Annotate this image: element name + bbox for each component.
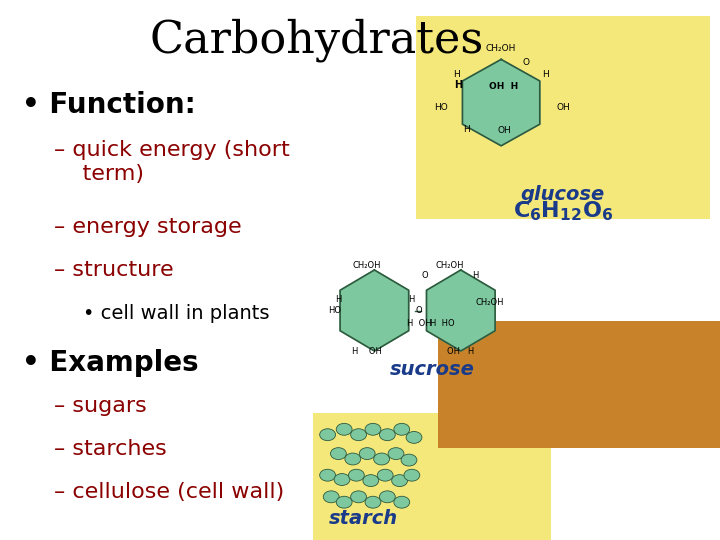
Circle shape — [345, 453, 361, 465]
Polygon shape — [426, 270, 495, 351]
Circle shape — [336, 496, 352, 508]
Text: OH   H: OH H — [447, 347, 474, 355]
Text: OH: OH — [497, 126, 511, 135]
Circle shape — [323, 491, 339, 503]
Text: H: H — [336, 295, 341, 304]
Text: OH: OH — [556, 104, 570, 112]
Text: glucose: glucose — [521, 185, 606, 204]
Circle shape — [394, 423, 410, 435]
Text: starch: starch — [329, 509, 398, 528]
Bar — [313, 413, 551, 540]
Text: sucrose: sucrose — [390, 360, 474, 380]
Text: CH₂OH: CH₂OH — [475, 298, 504, 307]
Text: • cell wall in plants: • cell wall in plants — [83, 303, 269, 323]
Text: • Examples: • Examples — [22, 349, 198, 377]
Bar — [438, 321, 720, 448]
Circle shape — [401, 454, 417, 466]
Text: CH₂OH: CH₂OH — [486, 44, 516, 53]
Text: – sugars: – sugars — [54, 396, 147, 416]
Circle shape — [330, 448, 346, 460]
Text: H: H — [408, 295, 414, 304]
Text: H: H — [472, 271, 478, 280]
Circle shape — [406, 431, 422, 443]
Circle shape — [379, 491, 395, 503]
Circle shape — [365, 496, 381, 508]
Circle shape — [334, 474, 350, 485]
Text: H  OH: H OH — [408, 320, 432, 328]
Text: $\mathbf{C_6H_{12}O_6}$: $\mathbf{C_6H_{12}O_6}$ — [513, 200, 613, 224]
Circle shape — [320, 429, 336, 441]
Circle shape — [359, 448, 375, 460]
Circle shape — [374, 453, 390, 465]
Text: – structure: – structure — [54, 260, 174, 280]
Text: HO: HO — [434, 104, 449, 112]
Text: – cellulose (cell wall): – cellulose (cell wall) — [54, 482, 284, 503]
Circle shape — [351, 491, 366, 503]
Text: H    OH: H OH — [352, 347, 382, 355]
Text: HO: HO — [328, 306, 341, 315]
Text: H: H — [542, 70, 549, 79]
Polygon shape — [462, 59, 540, 146]
Text: O: O — [415, 306, 423, 315]
Text: H  HO: H HO — [431, 320, 455, 328]
Text: CH₂OH: CH₂OH — [436, 261, 464, 270]
Circle shape — [363, 475, 379, 487]
Text: – energy storage: – energy storage — [54, 217, 242, 237]
Text: H: H — [453, 70, 460, 79]
Circle shape — [394, 496, 410, 508]
Circle shape — [320, 469, 336, 481]
Text: CH₂OH: CH₂OH — [353, 261, 382, 270]
Text: O: O — [522, 58, 529, 66]
Text: H: H — [463, 125, 470, 134]
Circle shape — [336, 423, 352, 435]
Circle shape — [365, 423, 381, 435]
Text: Carbohydrates: Carbohydrates — [150, 19, 484, 62]
Text: – starches: – starches — [54, 439, 167, 460]
Text: O: O — [421, 271, 428, 280]
Circle shape — [348, 469, 364, 481]
Circle shape — [388, 448, 404, 460]
Text: OH  H: OH H — [490, 82, 518, 91]
Polygon shape — [340, 270, 409, 351]
Circle shape — [379, 429, 395, 441]
Circle shape — [377, 469, 393, 481]
Bar — [416, 16, 710, 219]
Circle shape — [404, 469, 420, 481]
Text: – quick energy (short
    term): – quick energy (short term) — [54, 140, 289, 184]
Circle shape — [392, 475, 408, 487]
Circle shape — [351, 429, 366, 441]
Text: H: H — [454, 80, 462, 90]
Text: • Function:: • Function: — [22, 91, 195, 119]
